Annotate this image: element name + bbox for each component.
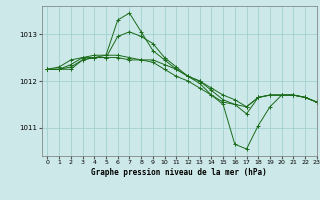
X-axis label: Graphe pression niveau de la mer (hPa): Graphe pression niveau de la mer (hPa) xyxy=(91,168,267,177)
